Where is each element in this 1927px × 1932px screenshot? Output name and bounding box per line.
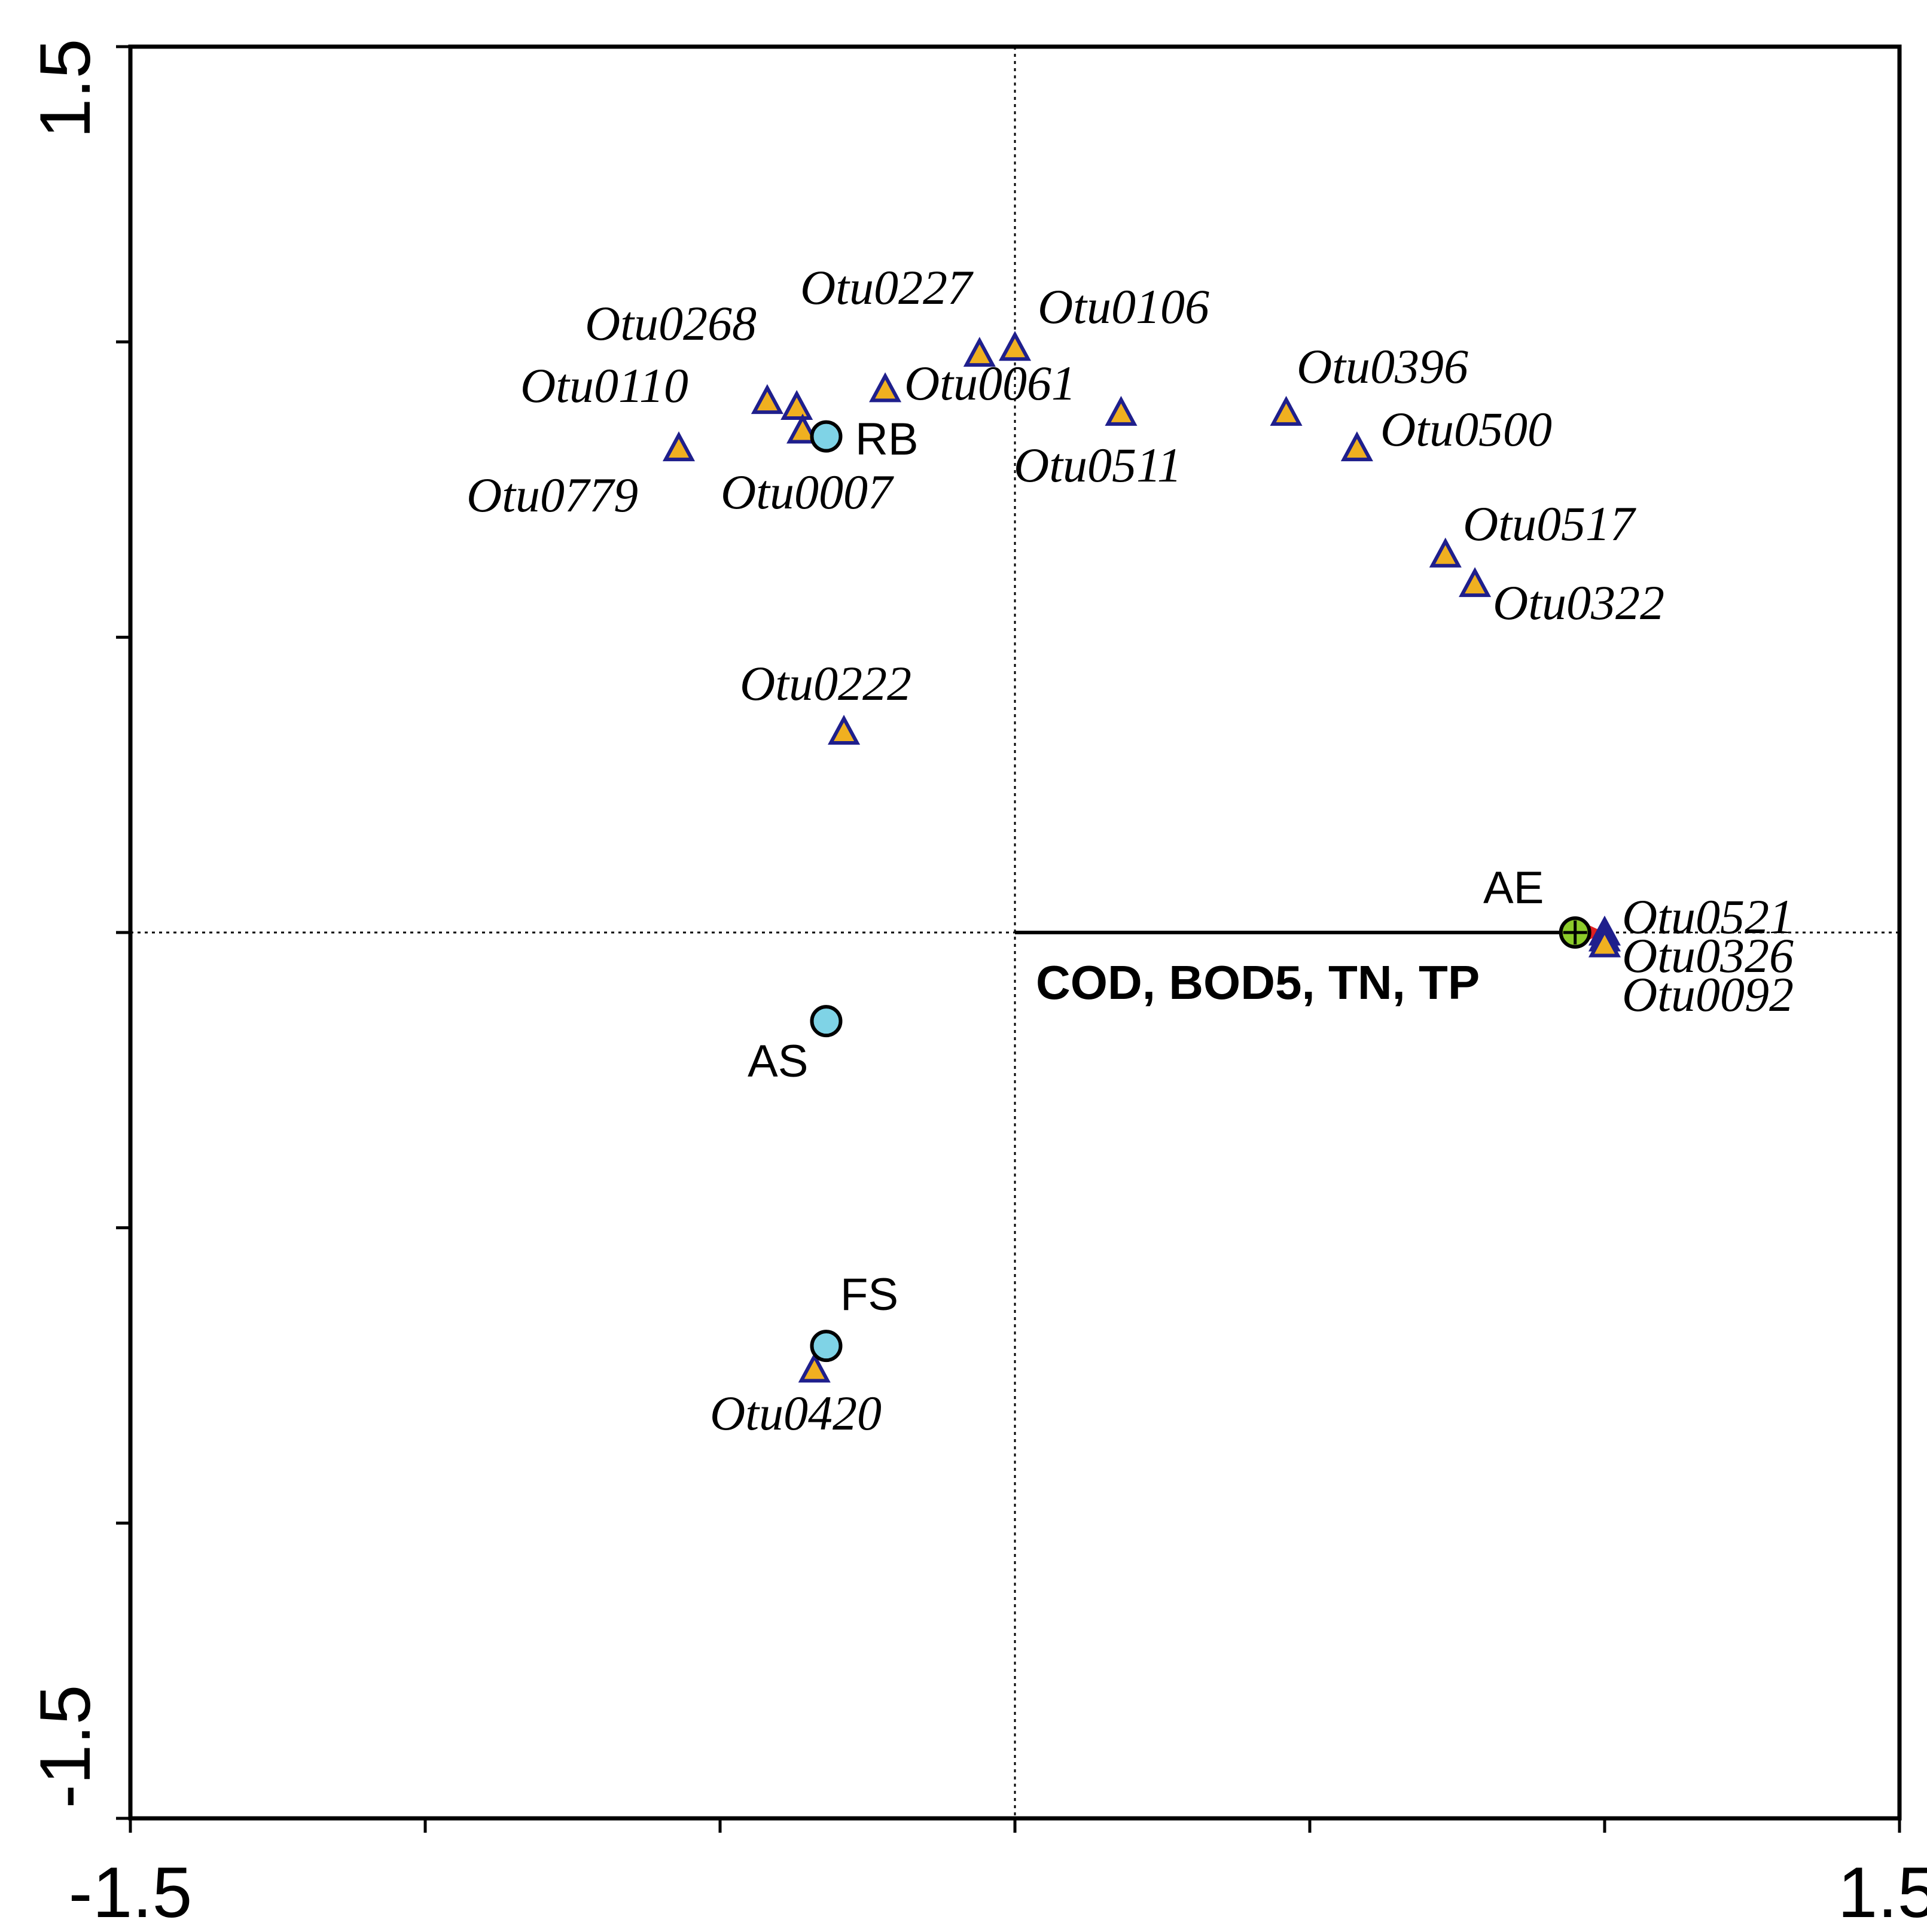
- species-point-otu0500: [1340, 431, 1373, 462]
- species-label-otu0326: Otu0326: [1622, 928, 1794, 983]
- species-label-otu0521: Otu0521: [1622, 889, 1794, 944]
- y-tick-label: 1.5: [25, 39, 105, 139]
- species-label-otu0322: Otu0322: [1493, 575, 1664, 630]
- x-tick-label: 1.5: [1838, 1852, 1927, 1932]
- sample-point-rb: [810, 420, 843, 453]
- species-point-otu0227: [963, 337, 996, 367]
- species-point-otu0511: [1105, 395, 1138, 426]
- env-vector-label: COD, BOD5, TN, TP: [1036, 956, 1480, 1009]
- species-point-otu0779: [662, 431, 696, 462]
- sample-label-fs: FS: [840, 1269, 898, 1320]
- species-label-otu0517: Otu0517: [1463, 496, 1636, 551]
- sample-point-as: [810, 1005, 843, 1038]
- nominal-point-ae: [1559, 916, 1591, 949]
- species-point-otu0061: [869, 372, 902, 403]
- sample-point-fs: [810, 1330, 843, 1363]
- species-label-otu0106: Otu0106: [1038, 279, 1209, 334]
- species-label-otu0268: Otu0268: [585, 296, 757, 351]
- species-point-otu0322: [1459, 567, 1492, 598]
- species-point-otu0092: [1588, 927, 1621, 958]
- y-tick-label: -1.5: [25, 1685, 105, 1809]
- species-label-otu0222: Otu0222: [740, 656, 911, 711]
- species-label-otu0007: Otu0007: [721, 465, 894, 519]
- species-label-otu0500: Otu0500: [1380, 402, 1552, 456]
- species-label-otu0396: Otu0396: [1297, 339, 1468, 394]
- species-label-otu0110: Otu0110: [520, 358, 688, 413]
- species-label-otu0511: Otu0511: [1014, 438, 1182, 492]
- species-point-otu0517: [1429, 537, 1462, 568]
- species-label-otu0227: Otu0227: [800, 260, 974, 315]
- species-point-otu0007: [786, 413, 819, 444]
- species-label-otu0420: Otu0420: [710, 1386, 882, 1440]
- sample-label-ae: AE: [1483, 863, 1544, 913]
- species-label-otu0779: Otu0779: [466, 468, 638, 522]
- sample-label-rb: RB: [855, 414, 919, 465]
- species-point-otu0420: [798, 1352, 831, 1383]
- species-point-otu0222: [828, 714, 861, 745]
- species-point-otu0268: [751, 384, 783, 415]
- species-point-otu0106: [998, 331, 1032, 361]
- species-point-otu0396: [1270, 395, 1303, 426]
- sample-label-as: AS: [748, 1036, 808, 1087]
- species-point-otu0110: [780, 389, 813, 420]
- x-tick-label: -1.5: [69, 1852, 193, 1932]
- species-label-otu0092: Otu0092: [1622, 967, 1794, 1022]
